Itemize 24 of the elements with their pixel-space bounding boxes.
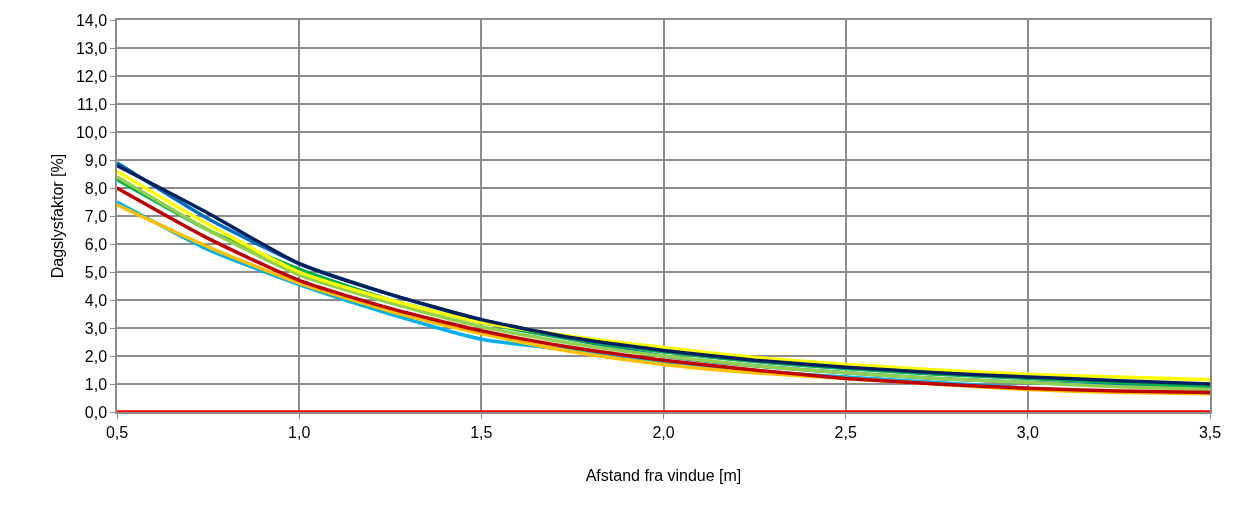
y-tick-label: 0,0 — [84, 403, 108, 421]
x-tick-label: 2,0 — [652, 423, 675, 441]
y-tick-label: 9,0 — [84, 151, 108, 169]
y-tick-label: 2,0 — [84, 347, 108, 365]
x-tick-label: 0,5 — [105, 423, 129, 441]
y-tick-label: 14,0 — [75, 11, 108, 29]
y-axis-title: Dagslysfaktor [%] — [49, 153, 67, 279]
x-tick-label: 1,0 — [288, 423, 311, 441]
y-tick-label: 13,0 — [75, 39, 108, 57]
x-axis-title: Afstand fra vindue [m] — [585, 467, 742, 485]
y-tick-label: 11,0 — [77, 95, 108, 113]
y-tick-label: 1,0 — [84, 375, 108, 393]
y-tick-label: 4,0 — [84, 291, 108, 309]
y-tick-label: 7,0 — [84, 207, 108, 225]
y-tick-label: 3,0 — [84, 319, 108, 337]
x-tick-label: 1,5 — [470, 423, 493, 441]
x-tick-label: 3,5 — [1198, 423, 1222, 441]
y-tick-label: 12,0 — [75, 67, 108, 85]
x-tick-label: 2,5 — [834, 423, 857, 441]
y-tick-label: 8,0 — [84, 179, 108, 197]
y-tick-label: 10,0 — [75, 123, 108, 141]
x-tick-label: 3,0 — [1016, 423, 1040, 441]
y-tick-label: 5,0 — [84, 263, 108, 281]
y-tick-label: 6,0 — [84, 235, 108, 253]
